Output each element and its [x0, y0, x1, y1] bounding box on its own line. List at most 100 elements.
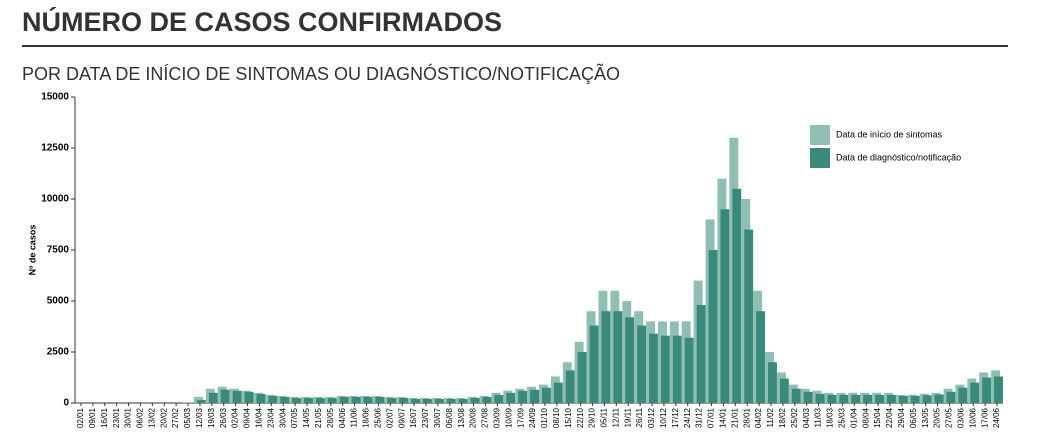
x-tick-label: 18/06 — [362, 407, 371, 428]
bar — [887, 395, 896, 403]
x-tick-label: 09/04 — [243, 407, 252, 428]
x-tick-label: 09/01 — [88, 407, 97, 428]
y-axis-label: Nº de casos — [27, 225, 37, 276]
bar — [482, 397, 491, 403]
bar — [554, 383, 563, 403]
bar — [578, 352, 587, 403]
x-tick-label: 11/06 — [350, 407, 359, 427]
bar — [780, 379, 789, 403]
x-tick-label: 22/10 — [576, 407, 585, 428]
bar — [494, 395, 503, 403]
bar — [625, 317, 634, 403]
x-tick-label: 17/12 — [671, 407, 680, 428]
y-tick-label: 5000 — [47, 296, 70, 307]
bar — [792, 389, 801, 403]
y-tick-label: 10000 — [41, 194, 69, 205]
bar — [375, 397, 384, 403]
bar — [649, 334, 658, 403]
x-tick-label: 16/01 — [100, 407, 109, 428]
bar — [423, 399, 432, 403]
bar — [304, 398, 313, 403]
bar — [756, 311, 765, 403]
y-tick-label: 0 — [63, 398, 69, 409]
x-tick-label: 01/04 — [849, 407, 858, 428]
legend-swatch — [810, 148, 830, 168]
x-tick-label: 20/02 — [159, 407, 168, 428]
bar — [268, 396, 277, 403]
x-tick-label: 28/01 — [742, 407, 751, 428]
x-tick-label: 06/08 — [445, 407, 454, 428]
y-tick-label: 7500 — [47, 245, 70, 256]
x-tick-label: 12/03 — [195, 407, 204, 428]
x-tick-label: 30/04 — [278, 407, 287, 428]
x-tick-label: 03/09 — [492, 407, 501, 428]
x-tick-label: 13/05 — [921, 407, 930, 428]
bar — [280, 397, 289, 403]
x-tick-label: 03/12 — [647, 407, 656, 428]
x-tick-label: 23/07 — [421, 407, 430, 428]
x-tick-label: 04/02 — [754, 407, 763, 428]
x-tick-label: 06/02 — [136, 407, 145, 428]
bar — [221, 390, 230, 403]
x-tick-label: 23/01 — [112, 407, 121, 428]
bar — [958, 388, 967, 403]
bar — [863, 395, 872, 403]
x-tick-label: 27/08 — [481, 407, 490, 428]
x-tick-label: 04/06 — [338, 407, 347, 428]
x-tick-label: 19/03 — [207, 407, 216, 428]
x-tick-label: 02/07 — [385, 407, 394, 428]
bar — [839, 395, 848, 403]
bar — [720, 209, 729, 403]
x-tick-label: 19/11 — [623, 407, 632, 427]
bar — [328, 398, 337, 403]
bar — [899, 396, 908, 403]
x-tick-label: 17/09 — [516, 407, 525, 428]
bar — [923, 395, 932, 403]
bar — [970, 383, 979, 403]
x-tick-label: 10/09 — [504, 407, 513, 428]
bar — [709, 250, 718, 403]
bar — [875, 395, 884, 403]
x-tick-label: 25/02 — [790, 407, 799, 428]
x-tick-label: 24/06 — [992, 407, 1001, 428]
bar — [768, 362, 777, 403]
bar — [946, 392, 955, 403]
legend-label: Data de diagnóstico/notificação — [836, 152, 961, 162]
bar — [530, 390, 539, 403]
x-tick-label: 25/03 — [837, 407, 846, 428]
bar — [292, 398, 301, 403]
x-tick-label: 04/03 — [802, 407, 811, 428]
x-tick-label: 15/10 — [564, 407, 573, 428]
bar — [566, 370, 575, 403]
bar — [732, 189, 741, 403]
x-tick-label: 08/10 — [552, 407, 561, 428]
x-tick-label: 10/12 — [659, 407, 668, 428]
bar — [590, 325, 599, 403]
x-tick-label: 03/06 — [956, 407, 965, 428]
bar — [601, 311, 610, 403]
bar — [352, 397, 361, 403]
bar — [209, 393, 218, 403]
x-tick-label: 27/05 — [945, 407, 954, 428]
bar — [637, 325, 646, 403]
bar — [685, 338, 694, 403]
bar — [316, 398, 325, 403]
x-tick-label: 30/07 — [433, 407, 442, 428]
x-tick-label: 29/10 — [588, 407, 597, 428]
x-tick-label: 02/01 — [76, 407, 85, 428]
x-tick-label: 11/02 — [766, 407, 775, 427]
x-tick-label: 14/01 — [719, 407, 728, 428]
x-tick-label: 24/12 — [683, 407, 692, 428]
y-tick-label: 2500 — [47, 347, 70, 358]
x-tick-label: 16/07 — [409, 407, 418, 428]
x-tick-label: 10/06 — [968, 407, 977, 428]
bar — [506, 393, 515, 403]
bar — [542, 388, 551, 403]
x-tick-label: 22/04 — [885, 407, 894, 428]
x-tick-label: 20/08 — [469, 407, 478, 428]
x-tick-label: 27/02 — [171, 407, 180, 428]
bar — [994, 376, 1003, 403]
bar — [447, 399, 456, 403]
x-tick-label: 05/11 — [600, 407, 609, 427]
